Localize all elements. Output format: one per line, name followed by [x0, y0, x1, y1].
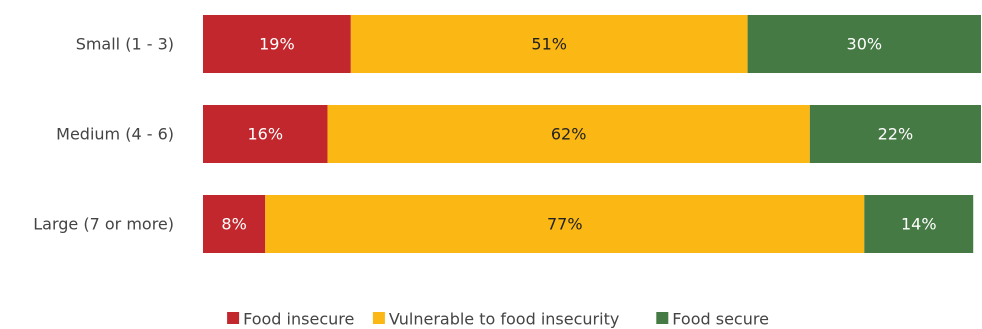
- bar-segment: [327, 105, 810, 163]
- legend-swatch: [656, 312, 669, 324]
- data-label: 14%: [901, 215, 937, 234]
- data-label: 22%: [878, 125, 914, 144]
- legend-item: Vulnerable to food insecurity: [372, 310, 619, 329]
- legend-item: Food insecure: [227, 310, 354, 329]
- legend: Food insecure Vulnerable to food insecuri…: [227, 310, 769, 329]
- bar-segment: [265, 195, 865, 253]
- data-label: 62%: [551, 125, 587, 144]
- bar-segment: [809, 105, 981, 163]
- category-label: Medium (4 - 6): [56, 125, 174, 144]
- legend-label: Food insecure: [243, 310, 354, 329]
- legend-label: Vulnerable to food insecurity: [389, 310, 619, 329]
- data-label: 8%: [221, 215, 246, 234]
- bar-segment: [203, 105, 328, 163]
- category-label: Large (7 or more): [33, 215, 174, 234]
- bar-segment: [203, 15, 351, 73]
- bar-segment: [864, 195, 974, 253]
- category-labels: Small (1 - 3) Medium (4 - 6) Large (7 or m…: [33, 35, 174, 234]
- bar-segment: [203, 195, 266, 253]
- bar-segment: [350, 15, 748, 73]
- category-label: Small (1 - 3): [76, 35, 174, 54]
- legend-swatch: [372, 312, 385, 324]
- bars: 19% 51% 30% 16% 62% 22% 8% 77% 14%: [203, 15, 981, 253]
- bar-segment: [747, 15, 981, 73]
- data-label: 19%: [259, 35, 295, 54]
- legend-label: Food secure: [672, 310, 769, 329]
- legend-swatch: [227, 312, 240, 324]
- legend-item: Food secure: [656, 310, 769, 329]
- data-label: 16%: [247, 125, 283, 144]
- data-label: 77%: [547, 215, 583, 234]
- data-label: 51%: [531, 35, 567, 54]
- data-label: 30%: [847, 35, 883, 54]
